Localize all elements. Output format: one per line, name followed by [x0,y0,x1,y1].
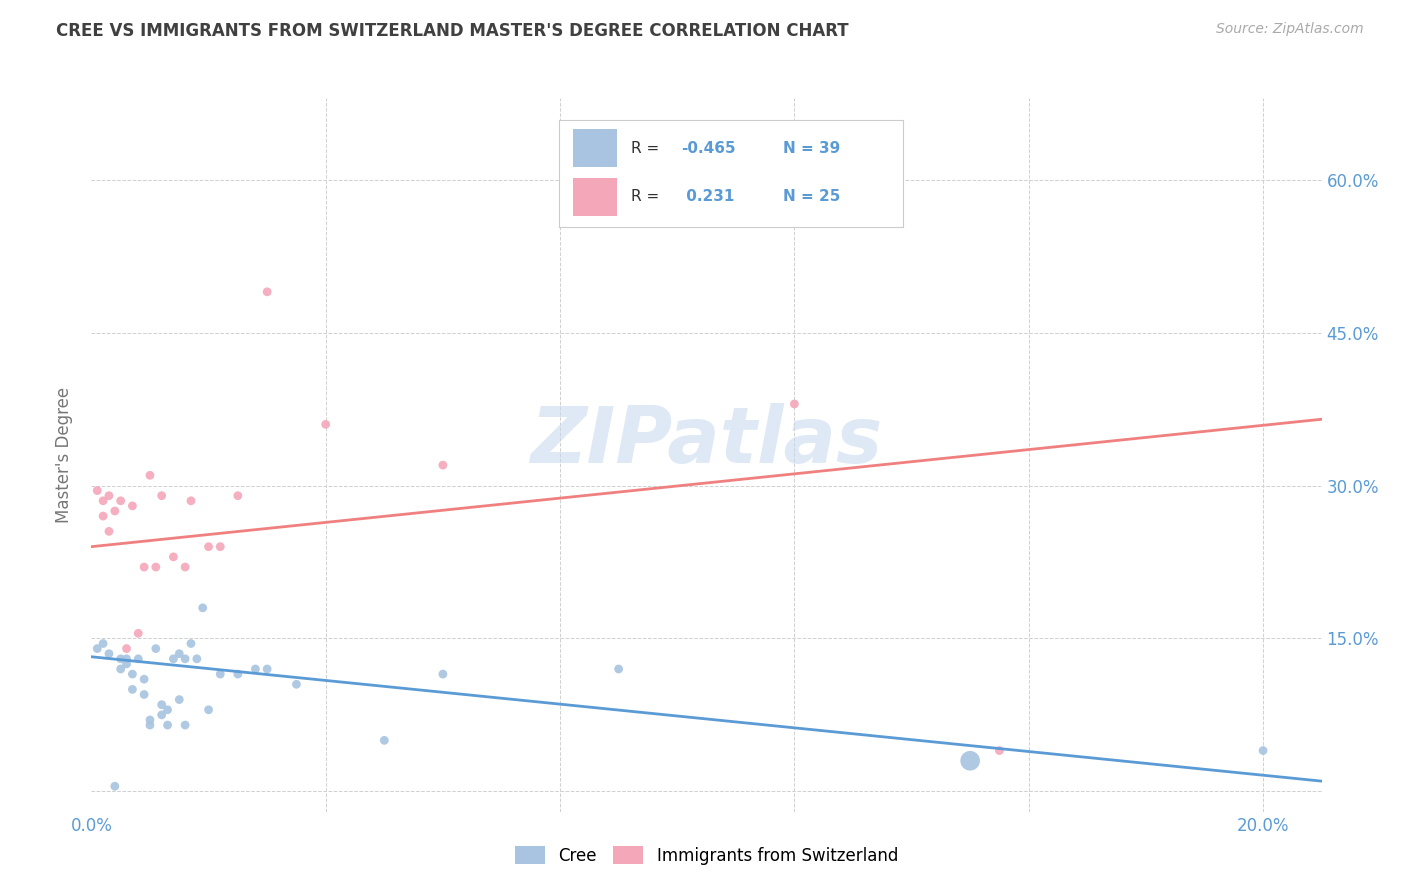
Point [91,509,114,524]
Point [132,672,155,686]
Point [121,499,143,513]
Point [121,682,143,697]
Point [209,667,232,681]
Point [197,703,219,717]
Point [256,662,278,676]
Point [180,636,202,650]
Point [432,667,454,681]
Point [145,560,167,574]
Point [226,489,249,503]
Point [959,754,981,768]
Point [169,647,191,661]
Point [110,662,132,676]
Point [988,743,1011,757]
Point [174,718,197,732]
Point [256,285,278,299]
Point [139,713,162,727]
Point [162,549,184,564]
Point [104,504,127,518]
Point [91,636,114,650]
Point [315,417,337,432]
Point [209,540,232,554]
Point [86,641,108,656]
Point [150,707,173,722]
Point [139,468,162,483]
Legend: Cree, Immigrants from Switzerland: Cree, Immigrants from Switzerland [508,839,905,871]
Point [110,493,132,508]
Point [156,703,179,717]
Point [607,662,630,676]
Point [150,489,173,503]
Text: Source: ZipAtlas.com: Source: ZipAtlas.com [1216,22,1364,37]
Point [186,652,208,666]
Point [783,397,806,411]
Y-axis label: Master's Degree: Master's Degree [55,387,73,523]
Point [285,677,308,691]
Point [432,458,454,472]
Point [104,779,127,793]
Point [98,489,120,503]
Point [98,647,120,661]
Point [127,626,149,640]
Point [132,560,155,574]
Point [115,657,138,671]
Point [245,662,267,676]
Point [127,652,149,666]
Point [145,641,167,656]
Point [110,652,132,666]
Point [132,688,155,702]
Point [139,718,162,732]
Point [121,667,143,681]
Point [174,652,197,666]
Text: ZIPatlas: ZIPatlas [530,402,883,479]
Point [1251,743,1274,757]
Point [174,560,197,574]
Point [98,524,120,539]
Point [150,698,173,712]
Point [191,600,214,615]
Point [180,493,202,508]
Point [115,641,138,656]
Point [91,493,114,508]
Point [373,733,395,747]
Point [86,483,108,498]
Point [115,652,138,666]
Text: CREE VS IMMIGRANTS FROM SWITZERLAND MASTER'S DEGREE CORRELATION CHART: CREE VS IMMIGRANTS FROM SWITZERLAND MAST… [56,22,849,40]
Point [162,652,184,666]
Point [156,718,179,732]
Point [197,540,219,554]
Point [169,692,191,706]
Point [226,667,249,681]
